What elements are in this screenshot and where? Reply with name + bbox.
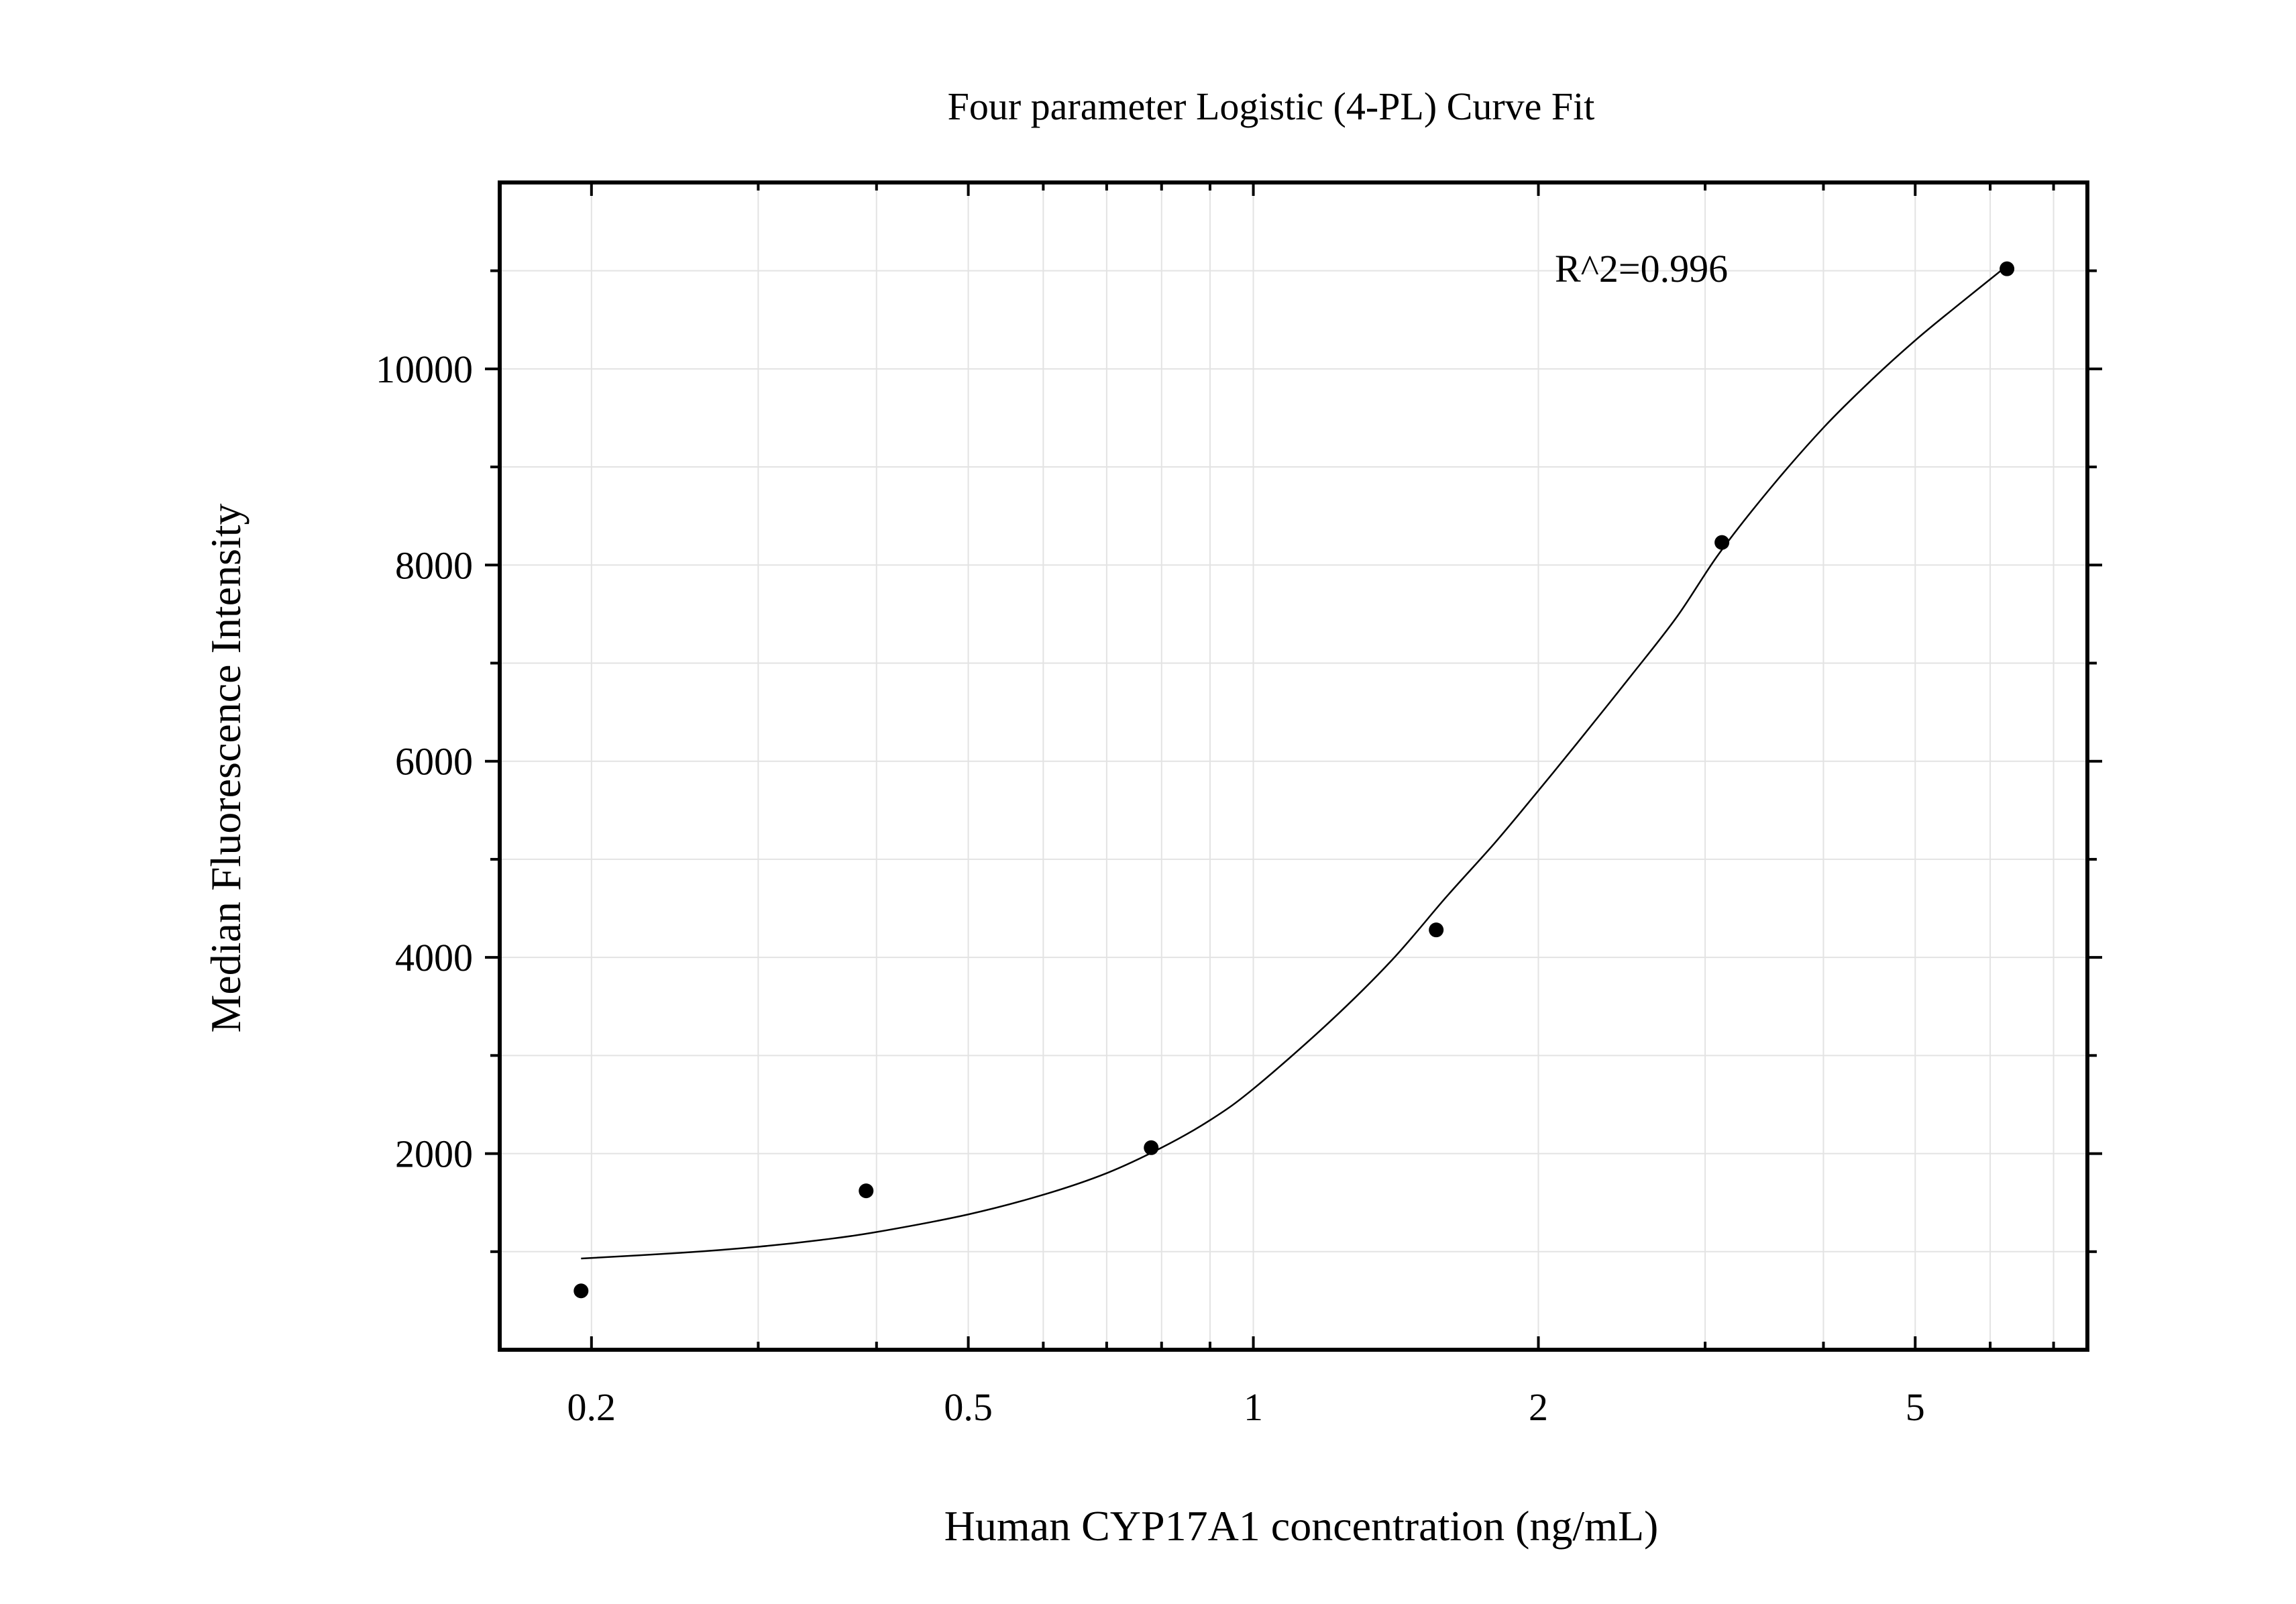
y-tick-label: 8000 [395,543,473,587]
grid-lines [500,182,2087,1350]
x-tick-label: 0.5 [944,1385,993,1429]
tick-labels: 0.2 0.5 1 2 5 2000 4000 6000 8000 10000 [376,347,1925,1429]
r-squared-annotation: R^2=0.996 [1555,247,1728,290]
data-point [2000,261,2015,276]
chart-title: Four parameter Logistic (4-PL) Curve Fit [948,85,1595,128]
data-point [1144,1140,1159,1155]
data-point [573,1283,589,1299]
x-tick-label: 2 [1529,1385,1548,1429]
data-point [1429,922,1444,938]
fit-curve [581,265,2008,1260]
data-point [859,1183,874,1199]
plot-frame [498,180,2089,1352]
data-points [573,261,2015,1299]
x-tick-label: 5 [1906,1385,1925,1429]
x-tick-label: 0.2 [567,1385,616,1429]
y-axis-label: Median Fluorescence Intensity [202,503,250,1032]
y-tick-label: 6000 [395,740,473,784]
data-point [1714,535,1730,550]
y-tick-label: 2000 [395,1132,473,1176]
y-tick-label: 4000 [395,936,473,979]
x-axis-label: Human CYP17A1 concentration (ng/mL) [944,1502,1659,1550]
axis-ticks [485,182,2102,1350]
x-tick-label: 1 [1244,1385,1263,1429]
y-tick-label: 10000 [376,347,473,391]
fit-curve-layer [581,265,2008,1260]
